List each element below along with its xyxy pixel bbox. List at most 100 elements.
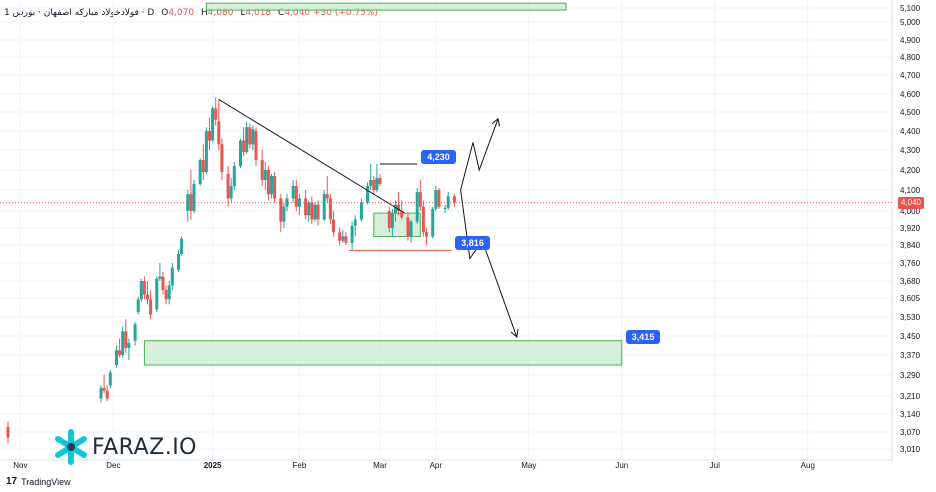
candle-body <box>251 129 255 145</box>
price-callout: 3,816 <box>455 236 490 251</box>
candle-body <box>136 299 140 312</box>
price-tick-label: 3,530 <box>900 313 921 322</box>
candle-body <box>304 198 308 216</box>
close-value: 4,040 <box>284 8 311 18</box>
time-tick-label: Dec <box>106 461 120 470</box>
price-tick-label: 4,400 <box>900 127 921 136</box>
candle-body <box>310 202 314 220</box>
low-value: 4,018 <box>245 8 272 18</box>
candle-body <box>201 160 205 172</box>
candle-body <box>220 144 224 172</box>
demand-zone <box>205 2 567 11</box>
candle-body <box>161 276 165 291</box>
candle-body <box>341 236 345 241</box>
tradingview-brand[interactable]: 17 TradingView <box>6 476 71 487</box>
candle-body <box>198 160 202 184</box>
candle-body <box>338 232 342 241</box>
candle-body <box>359 202 363 220</box>
faraz-logo: FARAZ.IO <box>52 428 197 466</box>
candle-body <box>192 184 196 211</box>
candle-body <box>263 170 267 180</box>
candle-body <box>180 238 184 254</box>
candle-body <box>121 331 125 355</box>
price-tick-label: 3,680 <box>900 277 921 286</box>
candle-body <box>248 127 252 145</box>
price-tick-label: 4,900 <box>900 36 921 45</box>
legend-index: 1 <box>4 8 10 18</box>
candle-body <box>124 331 128 348</box>
price-tick-label: 3,010 <box>900 445 921 454</box>
change-value: +30 (+0.75%) <box>312 8 378 18</box>
candle-body <box>353 219 357 226</box>
candle-body <box>394 204 397 214</box>
candle-body <box>372 180 376 190</box>
candle-body <box>211 108 215 141</box>
candle-body <box>266 170 270 195</box>
price-callout: 4,230 <box>421 150 456 164</box>
candle-body <box>297 198 301 207</box>
price-tick-label: 4,300 <box>900 146 921 155</box>
price-tick-label: 3,760 <box>900 259 921 268</box>
time-tick-label: Aug <box>801 461 815 470</box>
price-tick-label: 3,605 <box>900 294 921 303</box>
candle-body <box>164 290 168 300</box>
time-tick-label: 2025 <box>204 461 222 470</box>
candle-body <box>204 131 208 172</box>
candle-body <box>322 194 326 220</box>
candle-body <box>431 208 435 237</box>
candle-body <box>434 190 438 209</box>
high-value: 4,080 <box>207 8 234 18</box>
candle-body <box>273 176 277 199</box>
candle-body <box>149 299 153 315</box>
candle-body <box>390 213 394 228</box>
faraz-logo-icon <box>55 429 87 465</box>
price-tick-label: 4,600 <box>900 90 921 99</box>
price-tick-label: 3,920 <box>900 224 921 233</box>
candle-body <box>328 198 332 220</box>
time-tick-label: Jul <box>710 461 720 470</box>
projection-up <box>460 120 498 191</box>
demand-zone <box>143 340 623 366</box>
candle-body <box>285 198 289 207</box>
price-tick-label: 4,500 <box>900 108 921 117</box>
candle-body <box>254 131 258 160</box>
price-tick-label: 3,210 <box>900 392 921 401</box>
candle-body <box>378 178 382 184</box>
price-tick-label: 4,700 <box>900 71 921 80</box>
price-tick-label: 4,100 <box>900 186 921 195</box>
time-tick-label: Mar <box>373 461 387 470</box>
time-tick-label: Jun <box>615 461 628 470</box>
tradingview-icon: 17 <box>6 476 18 487</box>
time-tick-label: Apr <box>430 461 443 470</box>
candle-body <box>232 166 236 186</box>
legend-interval: D <box>147 8 155 18</box>
candle-body <box>245 127 249 152</box>
price-tick-label: 3,450 <box>900 332 921 341</box>
candle-body <box>452 196 456 203</box>
candle-body <box>99 388 103 399</box>
price-tick-label: 3,070 <box>900 428 921 437</box>
legend-symbol: فولاد‌خولاد مبارکه اصفهان <box>43 8 139 18</box>
candle-body <box>118 350 122 355</box>
price-tick-label: 4,000 <box>900 207 921 216</box>
candle-body <box>270 176 273 195</box>
candle-body <box>146 294 149 300</box>
price-tick-label: 4,800 <box>900 53 921 62</box>
candle-body <box>332 219 335 233</box>
candle-body <box>226 174 230 199</box>
candle-body <box>105 390 109 399</box>
open-value: 4,070 <box>168 8 195 18</box>
candle-body <box>409 221 413 237</box>
candle-body <box>400 211 404 218</box>
candle-body <box>443 207 447 209</box>
candle-body <box>279 198 283 222</box>
candle-body <box>208 131 211 141</box>
time-tick-label: May <box>521 461 536 470</box>
candle-body <box>344 236 348 243</box>
logo-text: FARAZ.IO <box>92 434 197 460</box>
candle-body <box>316 204 320 220</box>
candle-body <box>139 281 143 300</box>
price-tick-label: 4,200 <box>900 166 921 175</box>
candle-body <box>177 254 180 270</box>
